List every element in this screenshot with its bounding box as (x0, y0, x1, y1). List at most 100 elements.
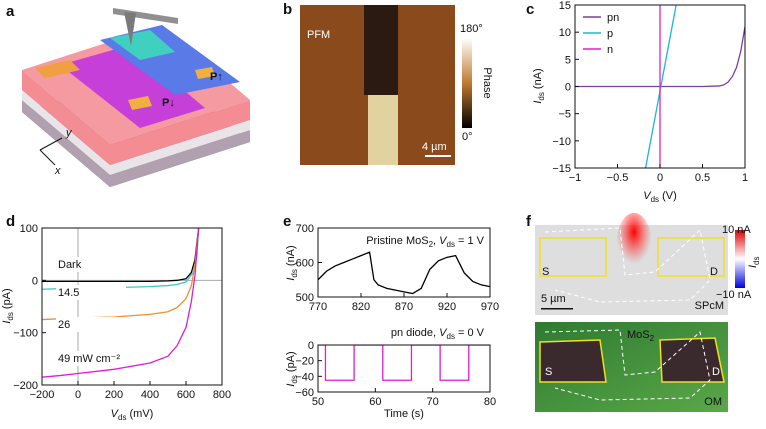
domain-label: P↓ (162, 97, 175, 109)
image-label: OM (704, 396, 722, 408)
y-axis-label: Ids (pA) (1, 288, 15, 323)
colorbar-label: Phase (481, 67, 493, 98)
x-tick-label: 770 (309, 301, 327, 313)
x-tick-label: 800 (213, 389, 231, 401)
y-axis-label: Ids (nA) (532, 68, 546, 103)
om-image (535, 322, 728, 412)
panel-letter: a (6, 3, 15, 20)
panel-letter: b (283, 1, 292, 18)
legend-label: pn (607, 12, 619, 24)
y-tick-label: 0 (565, 82, 571, 94)
data-line (644, 5, 677, 168)
series-label: 49 mW cm⁻² (58, 353, 120, 365)
panel-letter: d (6, 213, 15, 230)
electrode-label: D (712, 366, 720, 378)
data-line (42, 228, 200, 283)
y-tick-label: −200 (13, 380, 38, 392)
x-tick-label: 870 (395, 301, 413, 313)
electrode-label: S (542, 266, 549, 278)
data-line (318, 345, 490, 381)
x-tick-label: 970 (481, 301, 499, 313)
electrode-label: D (710, 266, 718, 278)
x-tick-label: 70 (427, 396, 439, 408)
colorbar-min: 0° (462, 131, 473, 143)
y-tick-label: 0 (32, 275, 38, 287)
annotation: pn diode, Vds = 0 V (391, 327, 485, 341)
spcm-image (535, 213, 728, 315)
x-axis-label: Vds (V) (643, 190, 677, 204)
colorbar-min: −10 nA (716, 289, 752, 301)
x-tick-label: −0.5 (607, 172, 629, 184)
colorbar (735, 230, 745, 288)
x-axis-label: Vds (mV) (111, 408, 154, 422)
y-tick-label: 500 (296, 292, 314, 304)
legend-label: n (607, 44, 613, 56)
x-tick-label: 820 (352, 301, 370, 313)
y-tick-label: 0 (308, 340, 314, 352)
y-axis-label: Ids (pA) (285, 351, 299, 386)
data-line (42, 228, 200, 378)
x-tick-label: 400 (141, 389, 159, 401)
x-tick-label: 0.5 (695, 172, 710, 184)
x-axis-label: Time (s) (384, 408, 424, 420)
x-tick-label: −200 (30, 389, 55, 401)
colorbar-max: 180° (460, 23, 483, 35)
schematic (22, 8, 250, 187)
y-tick-label: 10 (559, 27, 571, 39)
label-bg (56, 351, 126, 366)
scale-bar-label: 4 µm (422, 141, 447, 153)
axis-y: y (65, 127, 73, 139)
image-label: SPcM (695, 300, 724, 312)
x-tick-label: 0 (75, 389, 81, 401)
series-label: 26 (58, 319, 70, 331)
axis-x: x (54, 165, 61, 177)
panel-letter: e (283, 213, 291, 230)
y-tick-label: 15 (559, 0, 571, 12)
domain-label: P↑ (210, 71, 223, 83)
y-tick-label: −10 (552, 136, 571, 148)
panel-letter: c (526, 1, 534, 18)
scale-bar-label: 5 µm (541, 293, 566, 305)
image-label: PFM (307, 29, 330, 41)
y-tick-label: 5 (565, 54, 571, 66)
plot-frame (41, 227, 223, 386)
data-line (42, 228, 200, 321)
plot-frame (317, 344, 491, 393)
y-tick-label: −20 (295, 356, 314, 368)
y-axis-label: Ids (nA) (285, 245, 299, 280)
data-line (318, 251, 490, 295)
series-label: 14.5 (58, 287, 79, 299)
x-tick-label: −1 (569, 172, 582, 184)
y-tick-label: 600 (296, 258, 314, 270)
series-label: Dark (58, 259, 82, 271)
y-tick-label: −5 (558, 109, 571, 121)
colorbar (462, 38, 472, 128)
data-line (575, 26, 745, 88)
annotation: Pristine MoS2, Vds = 1 V (366, 235, 484, 249)
panel-letter: f (526, 213, 532, 230)
material-label: MoS2 (627, 329, 655, 343)
pfm-image (300, 5, 455, 165)
x-tick-label: 50 (312, 396, 324, 408)
x-tick-label: 920 (438, 301, 456, 313)
y-tick-label: −60 (295, 387, 314, 399)
electrode-label: S (545, 366, 552, 378)
x-tick-label: 600 (177, 389, 195, 401)
legend-label: p (607, 28, 613, 40)
colorbar-label: Ids (747, 256, 761, 268)
colorbar-max: 10 nA (722, 224, 751, 236)
label-bg (56, 285, 126, 300)
x-tick-label: 60 (369, 396, 381, 408)
y-tick-label: −40 (295, 371, 314, 383)
y-tick-label: 100 (20, 223, 38, 235)
x-tick-label: 1 (742, 172, 748, 184)
label-bg (56, 257, 126, 272)
x-tick-label: 200 (105, 389, 123, 401)
y-tick-label: −100 (13, 328, 38, 340)
y-tick-label: 700 (296, 223, 314, 235)
y-tick-label: −15 (552, 163, 571, 175)
x-tick-label: 80 (484, 396, 496, 408)
label-bg (56, 317, 126, 332)
x-tick-label: 0 (657, 172, 663, 184)
